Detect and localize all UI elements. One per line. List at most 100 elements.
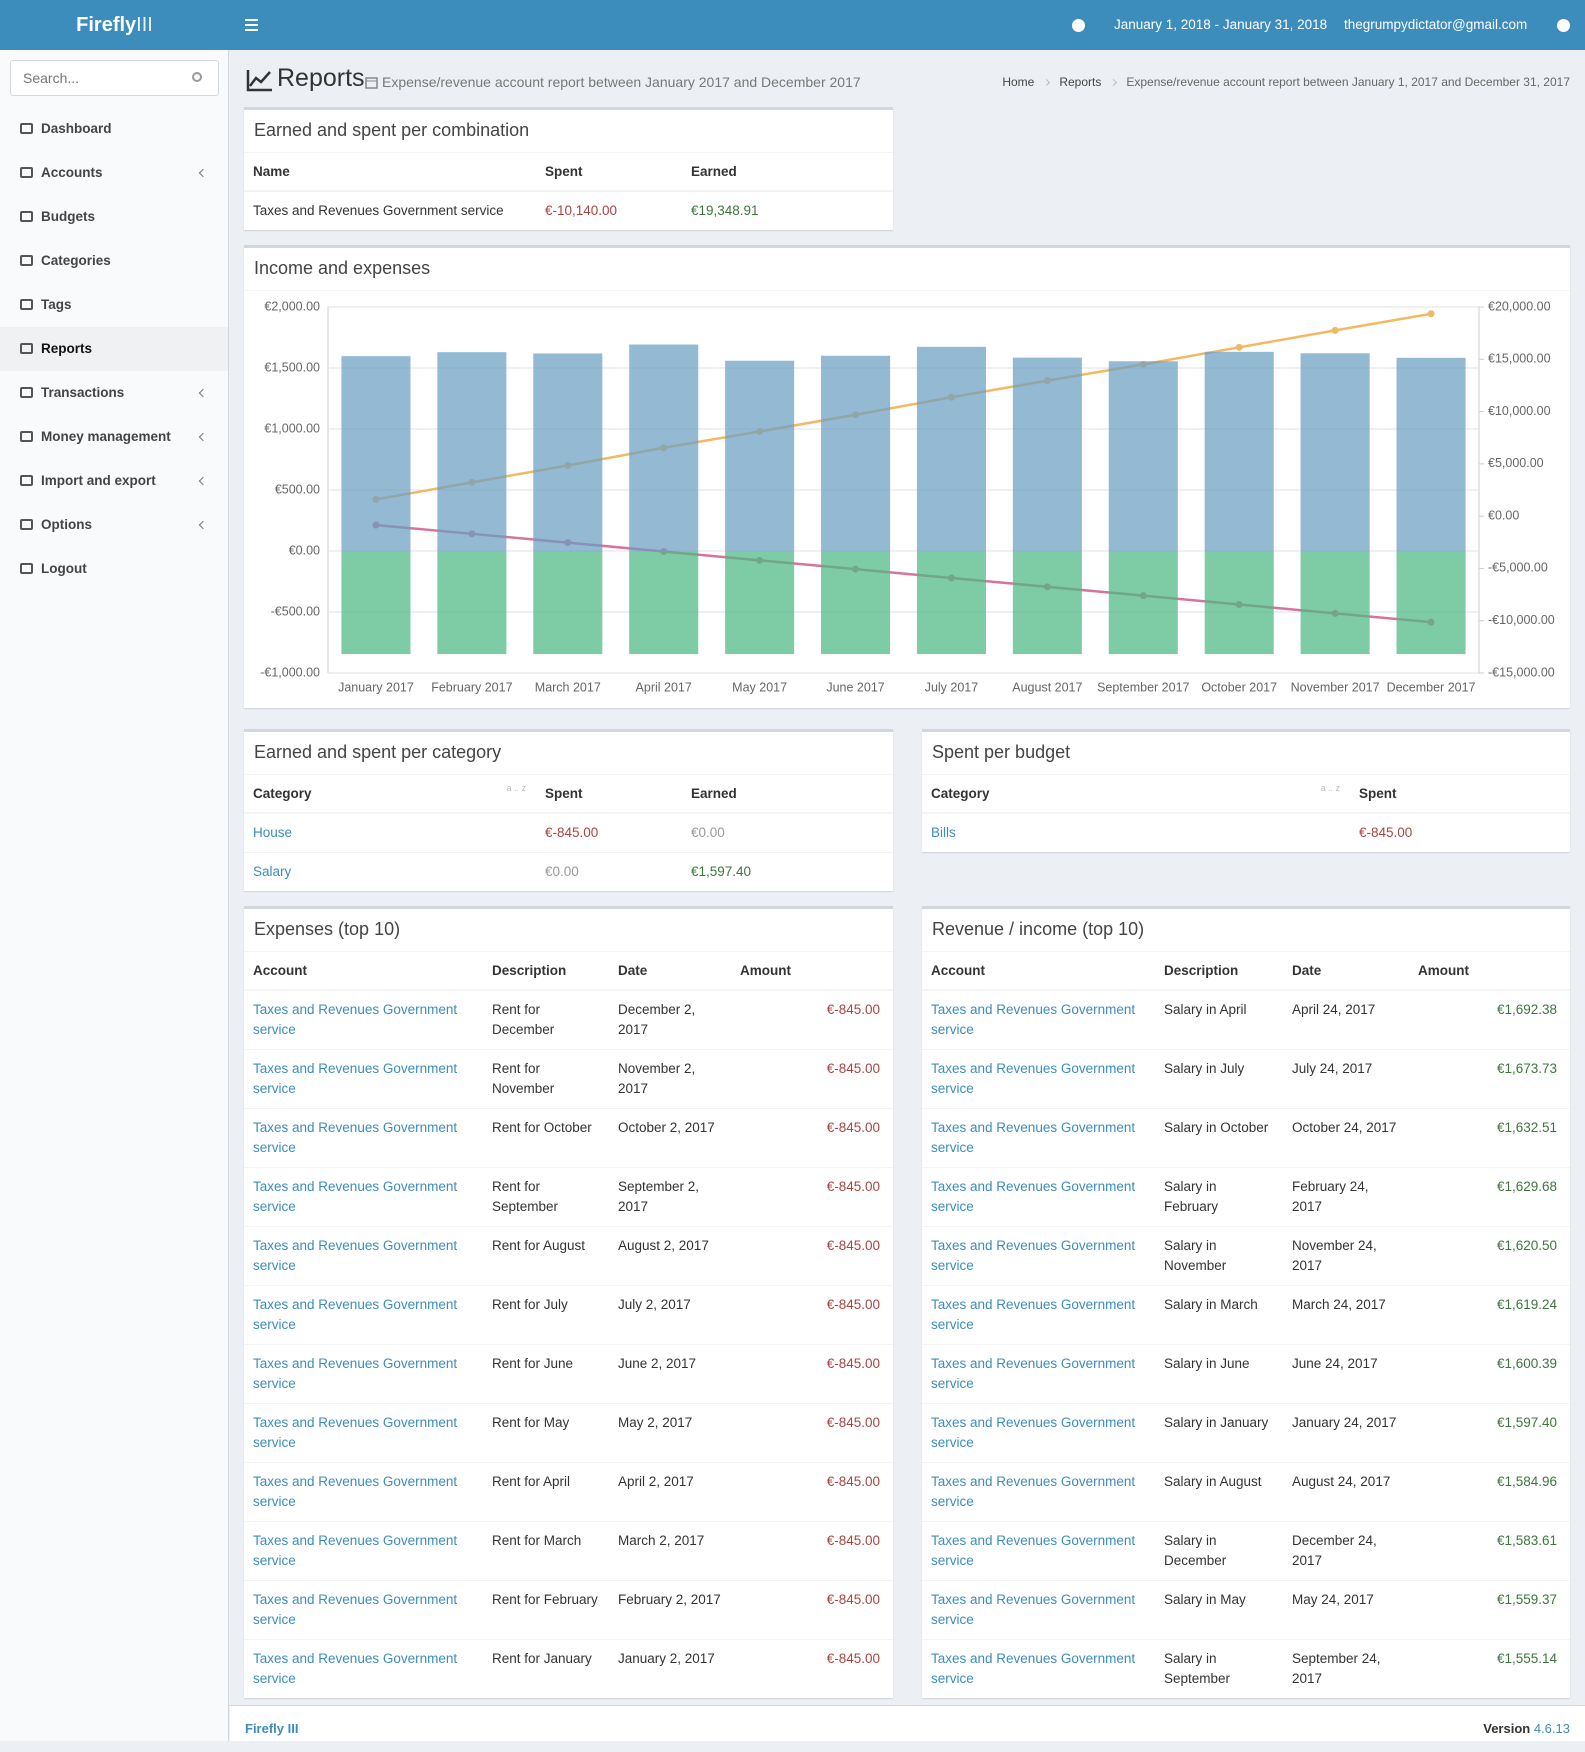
table-cell: July 2, 2017 bbox=[609, 1285, 731, 1345]
link[interactable]: Taxes and Revenues Government service bbox=[253, 1415, 458, 1450]
menu-item[interactable]: Options bbox=[0, 503, 228, 547]
help-icon[interactable] bbox=[1072, 19, 1085, 32]
breadcrumb[interactable]: Home bbox=[1002, 75, 1035, 89]
cell-text: €1,673.73 bbox=[1496, 1061, 1557, 1076]
link[interactable]: Salary bbox=[253, 864, 292, 879]
cell-text: €1,555.14 bbox=[1496, 1651, 1557, 1666]
sort-hint[interactable]: a .. z bbox=[1320, 783, 1340, 793]
cell-text: €-845.00 bbox=[826, 1533, 880, 1548]
link[interactable]: Taxes and Revenues Government service bbox=[931, 1356, 1136, 1391]
link[interactable]: Taxes and Revenues Government service bbox=[931, 1238, 1136, 1273]
column-label: Account bbox=[931, 963, 985, 978]
column-header: Description bbox=[1155, 952, 1283, 991]
link[interactable]: Taxes and Revenues Government service bbox=[931, 1651, 1136, 1686]
link[interactable]: Taxes and Revenues Government service bbox=[931, 1297, 1136, 1332]
menu-item[interactable]: Logout bbox=[0, 547, 228, 591]
table-cell: Taxes and Revenues Government service bbox=[244, 1580, 483, 1640]
footer-brand[interactable]: Firefly III bbox=[245, 1721, 299, 1736]
menu-item[interactable]: Budgets bbox=[0, 195, 228, 239]
date-range[interactable]: January 1, 2018 - January 31, 2018 bbox=[1114, 17, 1328, 32]
table-cell: €-845.00 bbox=[731, 989, 893, 1050]
menu-label: Import and export bbox=[41, 473, 156, 488]
link[interactable]: Taxes and Revenues Government service bbox=[253, 1238, 458, 1273]
table-cell: €1,583.61 bbox=[1409, 1521, 1570, 1581]
menu-item[interactable]: Dashboard bbox=[0, 107, 228, 151]
cell-text: Rent for May bbox=[492, 1415, 570, 1430]
link[interactable]: Taxes and Revenues Government service bbox=[253, 1356, 458, 1391]
y-tick-label: -€500.00 bbox=[271, 604, 320, 618]
table-cell: Rent for June bbox=[483, 1344, 609, 1404]
link[interactable]: Taxes and Revenues Government service bbox=[931, 1120, 1136, 1155]
x-tick-label: December 2017 bbox=[1387, 680, 1476, 694]
link[interactable]: Taxes and Revenues Government service bbox=[253, 1592, 458, 1627]
menu-item[interactable]: Reports bbox=[0, 327, 228, 371]
data-table: Account Description Date Amount Taxes and Re… bbox=[244, 952, 893, 1698]
table-cell: March 2, 2017 bbox=[609, 1521, 731, 1581]
breadcrumb[interactable]: Reports bbox=[1059, 75, 1102, 89]
menu-icon bbox=[20, 167, 33, 178]
x-tick-label: September 2017 bbox=[1097, 680, 1189, 694]
link[interactable]: Taxes and Revenues Government service bbox=[931, 1061, 1136, 1096]
table-cell: €1,619.24 bbox=[1409, 1285, 1570, 1345]
version-number[interactable]: 4.6.13 bbox=[1533, 1721, 1570, 1736]
add-icon[interactable] bbox=[1557, 19, 1570, 32]
link[interactable]: Taxes and Revenues Government service bbox=[253, 1651, 458, 1686]
cell-text: €-845.00 bbox=[826, 1061, 880, 1076]
brand[interactable]: FireflyIII bbox=[0, 0, 229, 50]
column-label: Name bbox=[253, 164, 290, 179]
link[interactable]: House bbox=[253, 825, 293, 840]
link[interactable]: Taxes and Revenues Government service bbox=[253, 1179, 458, 1214]
table-cell: Salary in November bbox=[1155, 1226, 1283, 1286]
link[interactable]: Taxes and Revenues Government service bbox=[253, 1120, 458, 1155]
cell-text: Salary in February bbox=[1164, 1179, 1219, 1214]
menu-item[interactable]: Import and export bbox=[0, 459, 228, 503]
link[interactable]: Taxes and Revenues Government service bbox=[931, 1415, 1136, 1450]
cell-text: June 2, 2017 bbox=[618, 1356, 697, 1371]
menu-item[interactable]: Transactions bbox=[0, 371, 228, 415]
table-cell: Taxes and Revenues Government service bbox=[922, 1108, 1155, 1168]
table-row: Taxes and Revenues Government service Sal… bbox=[922, 1226, 1570, 1286]
user-email[interactable]: thegrumpydictator@gmail.com bbox=[1344, 17, 1528, 32]
table-head: Account Description Date Amount bbox=[244, 952, 893, 991]
cell-text: Salary in March bbox=[1164, 1297, 1258, 1312]
menu-item[interactable]: Tags bbox=[0, 283, 228, 327]
link[interactable]: Taxes and Revenues Government service bbox=[253, 1297, 458, 1332]
table-cell: December 2, 2017 bbox=[609, 989, 731, 1050]
link[interactable]: Bills bbox=[931, 825, 956, 840]
search-icon[interactable] bbox=[192, 72, 202, 82]
column-label: Category bbox=[931, 786, 990, 801]
link[interactable]: Taxes and Revenues Government service bbox=[253, 1533, 458, 1568]
menu-item[interactable]: Money management bbox=[0, 415, 228, 459]
menu-item[interactable]: Categories bbox=[0, 239, 228, 283]
cell-text: €-10,140.00 bbox=[545, 203, 618, 218]
link[interactable]: Taxes and Revenues Government service bbox=[931, 1474, 1136, 1509]
link[interactable]: Taxes and Revenues Government service bbox=[253, 1474, 458, 1509]
search-input[interactable] bbox=[10, 60, 219, 96]
box-title: Earned and spent per combination bbox=[244, 110, 893, 153]
link[interactable]: Taxes and Revenues Government service bbox=[253, 1061, 458, 1096]
menu-item[interactable]: Accounts bbox=[0, 151, 228, 195]
link[interactable]: Taxes and Revenues Government service bbox=[253, 1002, 458, 1037]
table-cell: Salary in January bbox=[1155, 1403, 1283, 1463]
table-cell: Salary in February bbox=[1155, 1167, 1283, 1227]
link[interactable]: Taxes and Revenues Government service bbox=[931, 1533, 1136, 1568]
link[interactable]: Taxes and Revenues Government service bbox=[931, 1179, 1136, 1214]
link[interactable]: Taxes and Revenues Government service bbox=[931, 1002, 1136, 1037]
menu-toggle[interactable] bbox=[245, 19, 258, 31]
cell-text: August 2, 2017 bbox=[618, 1238, 709, 1253]
table-cell: Rent for March bbox=[483, 1521, 609, 1581]
y-tick-label: €500.00 bbox=[275, 482, 320, 496]
bar bbox=[1300, 353, 1370, 551]
y2-tick-label: €15,000.00 bbox=[1488, 352, 1551, 366]
cell-text: Rent for July bbox=[492, 1297, 568, 1312]
menu-icon bbox=[20, 211, 33, 222]
table-cell: Salary in December bbox=[1155, 1521, 1283, 1581]
table-cell: December 24, 2017 bbox=[1283, 1521, 1409, 1581]
cell-text: €1,632.51 bbox=[1496, 1120, 1557, 1135]
table-body: House €-845.00 €0.00 Salary €0.00 €1,597.40 bbox=[244, 812, 893, 891]
y-tick-label: -€1,000.00 bbox=[260, 665, 320, 679]
link[interactable]: Taxes and Revenues Government service bbox=[931, 1592, 1136, 1627]
box-title: Income and expenses bbox=[244, 248, 1570, 291]
table-cell: €-845.00 bbox=[1350, 812, 1570, 852]
sort-hint[interactable]: a .. z bbox=[506, 783, 526, 793]
